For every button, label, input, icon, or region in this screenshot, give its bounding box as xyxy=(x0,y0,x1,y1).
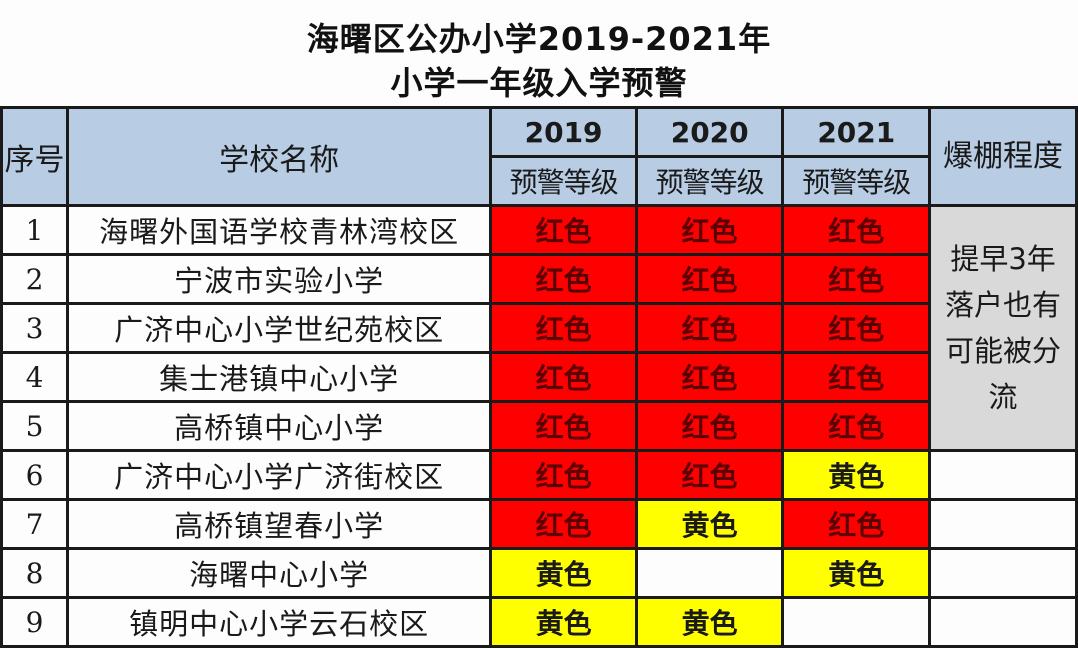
table-row: 3 广济中心小学世纪苑校区 红色 红色 红色 xyxy=(0,302,1077,354)
row-index: 8 xyxy=(0,547,69,599)
row-index: 1 xyxy=(0,204,69,256)
level-2020: 红色 xyxy=(634,204,785,256)
level-2021: 红色 xyxy=(781,253,932,305)
row-index: 6 xyxy=(0,449,69,501)
school-name: 海曙中心小学 xyxy=(65,547,493,599)
level-2021: 红色 xyxy=(781,400,932,452)
level-2019: 红色 xyxy=(489,253,638,305)
severity-empty xyxy=(928,547,1078,599)
school-name: 镇明中心小学云石校区 xyxy=(65,596,493,648)
level-2019: 红色 xyxy=(489,302,638,354)
level-2020: 黄色 xyxy=(634,498,785,550)
school-name: 集士港镇中心小学 xyxy=(65,351,493,403)
level-2021: 红色 xyxy=(781,302,932,354)
level-2021: 黄色 xyxy=(781,449,932,501)
title-area: 海曙区公办小学2019-2021年 小学一年级入学预警 xyxy=(0,0,1078,106)
level-2020: 红色 xyxy=(634,400,785,452)
school-name: 广济中心小学广济街校区 xyxy=(65,449,493,501)
school-name: 广济中心小学世纪苑校区 xyxy=(65,302,493,354)
row-index: 5 xyxy=(0,400,69,452)
level-2020: 红色 xyxy=(634,351,785,403)
school-name: 宁波市实验小学 xyxy=(65,253,493,305)
row-index: 3 xyxy=(0,302,69,354)
level-2019: 黄色 xyxy=(489,596,638,648)
level-2019: 红色 xyxy=(489,400,638,452)
header-sub-2020: 预警等级 xyxy=(634,155,785,207)
level-2020: 黄色 xyxy=(634,596,785,648)
row-index: 4 xyxy=(0,351,69,403)
level-2020: 红色 xyxy=(634,449,785,501)
table-row: 9 镇明中心小学云石校区 黄色 黄色 xyxy=(0,596,1078,648)
level-2021: 黄色 xyxy=(781,547,932,599)
header-index: 序号 xyxy=(0,106,69,207)
title-line-1: 海曙区公办小学2019-2021年 xyxy=(306,20,772,58)
table-row: 8 海曙中心小学 黄色 黄色 xyxy=(0,547,1078,599)
level-2020 xyxy=(634,547,785,599)
level-2021: 红色 xyxy=(781,351,932,403)
header-sub-2021: 预警等级 xyxy=(781,155,932,207)
level-2019: 红色 xyxy=(489,449,638,501)
school-name: 海曙外国语学校青林湾校区 xyxy=(65,204,493,256)
title-line-2: 小学一年级入学预警 xyxy=(390,64,688,102)
level-2019: 红色 xyxy=(489,204,638,256)
header-year-2021: 2021 xyxy=(781,106,932,158)
severity-empty xyxy=(928,498,1078,550)
school-name: 高桥镇望春小学 xyxy=(65,498,493,550)
level-2021 xyxy=(781,596,932,648)
row-index: 2 xyxy=(0,253,69,305)
severity-note: 提早3年落户也有可能被分流 xyxy=(928,204,1078,452)
level-2019: 红色 xyxy=(489,498,638,550)
warning-table: 序号 学校名称 2019 2020 2021 爆棚程度 预警等级 预警等级 预警… xyxy=(0,106,1078,648)
table-row: 1 海曙外国语学校青林湾校区 红色 红色 红色 提早3年落户也有可能被分流 xyxy=(0,204,1078,452)
level-2019: 黄色 xyxy=(489,547,638,599)
header-school-name: 学校名称 xyxy=(65,106,493,207)
row-index: 9 xyxy=(0,596,69,648)
level-2019: 红色 xyxy=(489,351,638,403)
header-year-2019: 2019 xyxy=(489,106,638,158)
level-2020: 红色 xyxy=(634,302,785,354)
severity-empty xyxy=(928,596,1078,648)
table-row: 2 宁波市实验小学 红色 红色 红色 xyxy=(0,253,1077,305)
header-sub-2019: 预警等级 xyxy=(489,155,638,207)
header-severity: 爆棚程度 xyxy=(928,106,1078,207)
row-index: 7 xyxy=(0,498,69,550)
header-year-2020: 2020 xyxy=(634,106,785,158)
level-2020: 红色 xyxy=(634,253,785,305)
table-row: 4 集士港镇中心小学 红色 红色 红色 xyxy=(0,351,1077,403)
school-name: 高桥镇中心小学 xyxy=(65,400,493,452)
severity-empty xyxy=(928,449,1078,501)
table-row: 5 高桥镇中心小学 红色 红色 红色 xyxy=(0,400,1077,452)
level-2021: 红色 xyxy=(781,204,932,256)
level-2021: 红色 xyxy=(781,498,932,550)
table-row: 7 高桥镇望春小学 红色 黄色 红色 xyxy=(0,498,1078,550)
table-row: 6 广济中心小学广济街校区 红色 红色 黄色 xyxy=(0,449,1078,501)
